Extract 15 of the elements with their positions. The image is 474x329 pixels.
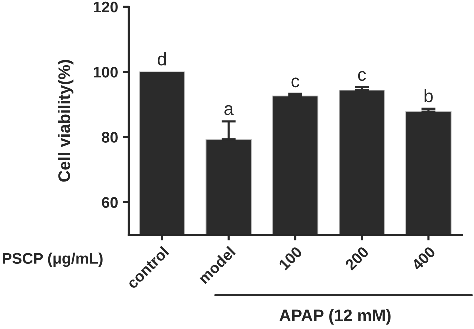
y-tick-label: 80 [102,132,118,143]
text: APAP (12 mM) [280,309,391,325]
y-tick-label: 100 [94,67,118,78]
y-tick-label: 120 [94,2,118,13]
annotation: d [158,52,166,66]
x-tick-label: 100 [278,246,303,271]
annotation: c [292,78,300,88]
y-tick-label: 60 [102,197,118,208]
annotation: b [424,89,433,103]
annotation: c [358,71,366,82]
y-axis-title: Cell viability(%) [58,60,74,182]
text: PSCP (μg/mL) [3,252,103,268]
x-tick-label: 200 [344,246,370,271]
x-tick-label: 400 [411,246,436,272]
annotation: a [224,105,234,116]
